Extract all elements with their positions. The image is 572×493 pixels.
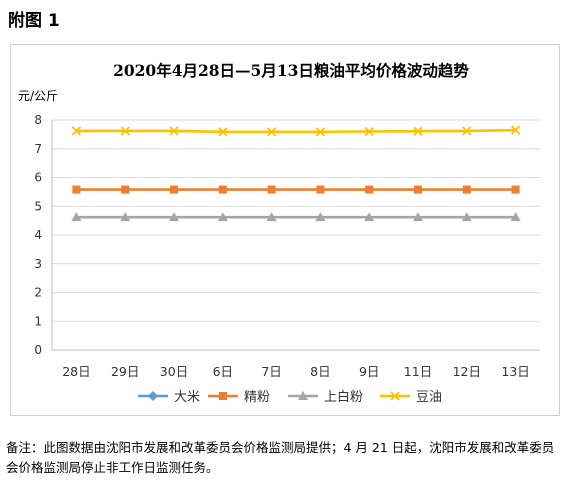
x-tick-label: 6日 <box>213 364 233 379</box>
data-point-square <box>414 185 422 194</box>
data-point-diamond <box>148 391 158 401</box>
data-point-square <box>219 392 227 400</box>
legend: 大米 精粉 上白粉 豆油 <box>138 389 442 405</box>
data-point-x <box>266 127 277 137</box>
legend-label: 精粉 <box>244 390 270 405</box>
data-point-x <box>364 126 374 137</box>
series-豆油 <box>71 125 521 137</box>
legend-item: 豆油 <box>380 390 442 405</box>
grid-lines <box>51 119 540 351</box>
legend-label: 上白粉 <box>324 389 363 405</box>
figure-label: 附图 1 <box>8 11 60 31</box>
footnote: 备注：此图数据由沈阳市发展和改革委员会价格监测局提供；4 月 21 日起，沈阳市… <box>6 440 555 475</box>
data-point-triangle <box>298 391 308 400</box>
y-tick-labels: 0 1 2 3 4 5 6 7 8 <box>34 113 42 357</box>
x-tick-label: 12日 <box>453 364 481 379</box>
data-point-x <box>390 391 400 401</box>
data-point-square <box>365 185 374 194</box>
data-point-square <box>462 185 471 194</box>
data-point-square <box>170 185 178 194</box>
data-point-triangle <box>169 212 179 222</box>
data-point-square <box>121 185 130 194</box>
series-line <box>76 128 516 134</box>
legend-item: 精粉 <box>208 390 270 405</box>
data-point-square <box>218 185 227 194</box>
series-上白粉 <box>71 212 521 222</box>
x-tick-label: 8日 <box>310 364 330 379</box>
y-axis-label: 元/公斤 <box>18 89 58 103</box>
y-tick-label: 8 <box>34 113 42 127</box>
chart-title: 2020年4月28日—5月13日粮油平均价格波动趋势 <box>113 61 469 80</box>
data-point-triangle <box>315 212 326 222</box>
data-point-triangle <box>71 212 82 222</box>
data-point-square <box>267 185 276 194</box>
data-point-triangle <box>217 212 228 222</box>
y-tick-label: 2 <box>34 286 42 300</box>
x-tick-labels: 28日 29日 30日 6日 7日 8日 9日 11日 12日 13日 <box>62 364 530 379</box>
data-point-triangle <box>510 212 521 222</box>
data-point-x <box>120 126 130 136</box>
data-point-triangle <box>461 212 472 222</box>
data-point-triangle <box>120 212 131 222</box>
y-tick-label: 0 <box>34 343 42 357</box>
data-point-x <box>71 126 82 136</box>
data-point-square <box>316 185 325 194</box>
data-point-x <box>413 126 423 136</box>
data-point-triangle <box>413 212 423 222</box>
x-tick-label: 11日 <box>404 364 432 379</box>
data-point-triangle <box>266 212 277 222</box>
chart-container <box>10 44 560 416</box>
line-chart: 2020年4月28日—5月13日粮油平均价格波动趋势 元/公斤 0 1 2 3 4 5 6 7… <box>18 61 540 405</box>
legend-item: 大米 <box>138 390 200 405</box>
data-point-square <box>72 185 81 194</box>
legend-label: 大米 <box>174 390 200 405</box>
data-point-x <box>169 126 179 136</box>
legend-label: 豆油 <box>416 390 442 405</box>
data-point-x <box>218 127 228 137</box>
y-tick-label: 4 <box>34 228 42 242</box>
y-tick-label: 1 <box>34 314 42 328</box>
x-tick-label: 30日 <box>160 364 188 379</box>
series-group <box>71 125 521 222</box>
data-point-x <box>510 125 521 135</box>
y-tick-label: 6 <box>34 171 42 185</box>
data-point-triangle <box>364 212 375 222</box>
legend-item: 上白粉 <box>288 389 363 405</box>
series-精粉 <box>72 185 520 194</box>
x-tick-label: 13日 <box>501 364 529 379</box>
x-tick-label: 28日 <box>62 364 90 379</box>
x-tick-label: 9日 <box>359 364 379 379</box>
data-point-x <box>462 126 472 136</box>
x-tick-label: 7日 <box>261 364 281 379</box>
y-tick-label: 7 <box>34 142 42 156</box>
data-point-square <box>511 185 520 194</box>
y-tick-label: 5 <box>34 199 42 213</box>
x-tick-label: 29日 <box>111 364 139 379</box>
y-tick-label: 3 <box>34 257 42 271</box>
data-point-x <box>315 127 326 137</box>
